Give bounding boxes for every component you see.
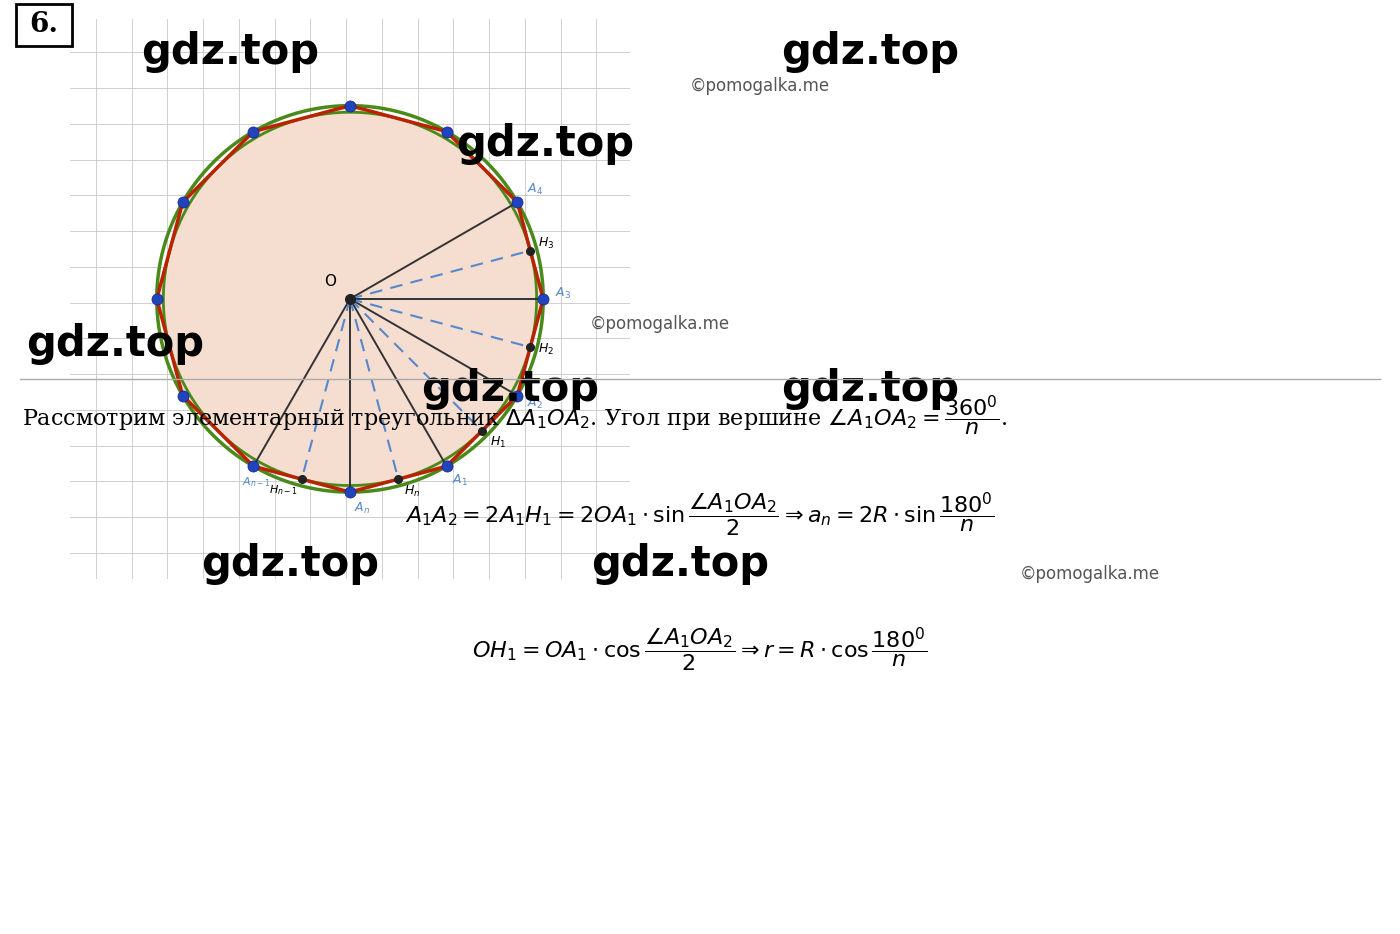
Text: gdz.top: gdz.top [141, 31, 319, 73]
Text: gdz.top: gdz.top [781, 31, 959, 73]
Text: 6.: 6. [29, 11, 59, 38]
Text: $A_2$: $A_2$ [526, 396, 543, 411]
Text: $H_{n-1}$: $H_{n-1}$ [269, 483, 298, 497]
Text: $A_n$: $A_n$ [354, 501, 370, 516]
Text: $H_1$: $H_1$ [490, 435, 505, 450]
Text: gdz.top: gdz.top [27, 323, 204, 365]
Text: ©pomogalka.me: ©pomogalka.me [690, 77, 830, 95]
Text: ©pomogalka.me: ©pomogalka.me [1021, 565, 1161, 583]
Text: gdz.top: gdz.top [781, 368, 959, 410]
Text: $A_3$: $A_3$ [554, 286, 571, 301]
Text: $H_2$: $H_2$ [538, 342, 554, 357]
Text: $H_3$: $H_3$ [538, 235, 554, 251]
Text: $A_4$: $A_4$ [526, 181, 543, 197]
Text: gdz.top: gdz.top [456, 123, 634, 165]
Polygon shape [157, 106, 543, 492]
Text: gdz.top: gdz.top [421, 368, 599, 410]
Text: $H_n$: $H_n$ [405, 484, 420, 499]
Text: gdz.top: gdz.top [591, 543, 769, 585]
Text: $OH_1 = OA_1 \cdot \cos\dfrac{\angle A_1OA_2}{2} \Rightarrow r = R \cdot \cos\df: $OH_1 = OA_1 \cdot \cos\dfrac{\angle A_1… [472, 625, 928, 672]
Text: gdz.top: gdz.top [202, 543, 379, 585]
Text: $A_1$: $A_1$ [452, 473, 469, 488]
Text: O: O [325, 275, 336, 290]
FancyBboxPatch shape [15, 4, 71, 46]
Text: ©pomogalka.me: ©pomogalka.me [589, 315, 731, 333]
Text: $A_{n-1}$: $A_{n-1}$ [242, 475, 270, 489]
Text: Рассмотрим элементарный треугольник $\Delta A_1OA_2$. Угол при вершине $\angle A: Рассмотрим элементарный треугольник $\De… [22, 394, 1007, 438]
Text: $A_1A_2 = 2A_1H_1 = 2OA_1 \cdot \sin\dfrac{\angle A_1OA_2}{2} \Rightarrow a_n = : $A_1A_2 = 2A_1H_1 = 2OA_1 \cdot \sin\dfr… [405, 490, 995, 538]
